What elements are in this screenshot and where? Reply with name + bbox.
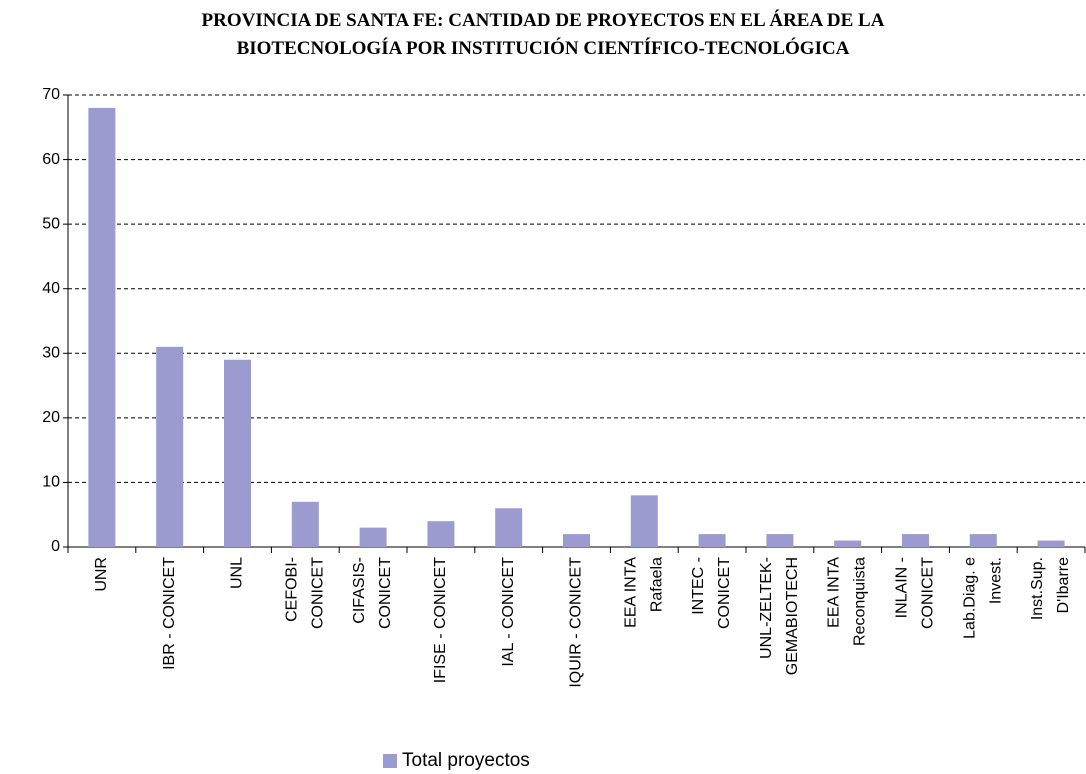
y-tick-label: 30 (42, 345, 60, 362)
x-tick-label: IAL - CONICET (500, 557, 517, 667)
bar (698, 534, 726, 547)
y-tick-label: 0 (51, 538, 60, 555)
x-tick-label: INTEC - CONICET (690, 557, 733, 629)
bar (766, 534, 794, 547)
x-tick-label: UNL-ZELTEK- GEMABIOTECH (758, 557, 801, 675)
bar (1037, 540, 1065, 547)
x-tick-label: CIFASIS- CONICET (351, 557, 394, 629)
x-tick-label: EEA INTA Rafaela (623, 557, 666, 628)
y-tick-label: 50 (42, 215, 60, 232)
bar (291, 501, 319, 547)
x-tick-label: UNL (229, 557, 246, 589)
bar (902, 534, 929, 547)
x-tick-label: IBR - CONICET (161, 557, 178, 670)
bar (88, 107, 116, 548)
x-tick-label: CEFOBI- CONICET (284, 557, 327, 629)
chart-title: PROVINCIA DE SANTA FE: CANTIDAD DE PROYE… (202, 9, 885, 59)
x-tick-label: EEA INTA Reconquista (826, 557, 869, 646)
bar (834, 540, 862, 547)
bar (495, 508, 523, 547)
legend-swatch (383, 754, 397, 768)
x-tick-label: IQUIR - CONICET (568, 557, 585, 688)
bar (224, 359, 251, 547)
y-tick-label: 20 (42, 409, 60, 426)
bar (630, 495, 658, 547)
bar (969, 534, 997, 547)
bar (427, 521, 455, 547)
y-tick-label: 60 (42, 151, 60, 168)
x-tick-label: UNR (93, 557, 110, 592)
legend-label: Total proyectos (402, 750, 530, 771)
x-tick-label: Lab.Diag. e Invest. (962, 557, 1005, 639)
x-tick-label: Inst.Sup. D'Ibarre (1029, 557, 1072, 620)
bar (359, 527, 387, 547)
y-tick-label: 10 (42, 474, 60, 491)
bar (563, 534, 590, 547)
y-tick-label: 40 (42, 280, 60, 297)
x-tick-label: IFISE - CONICET (432, 557, 449, 683)
bar (156, 346, 184, 547)
y-tick-label: 70 (42, 86, 60, 103)
x-tick-label: INLAIN - CONICET (894, 557, 937, 629)
